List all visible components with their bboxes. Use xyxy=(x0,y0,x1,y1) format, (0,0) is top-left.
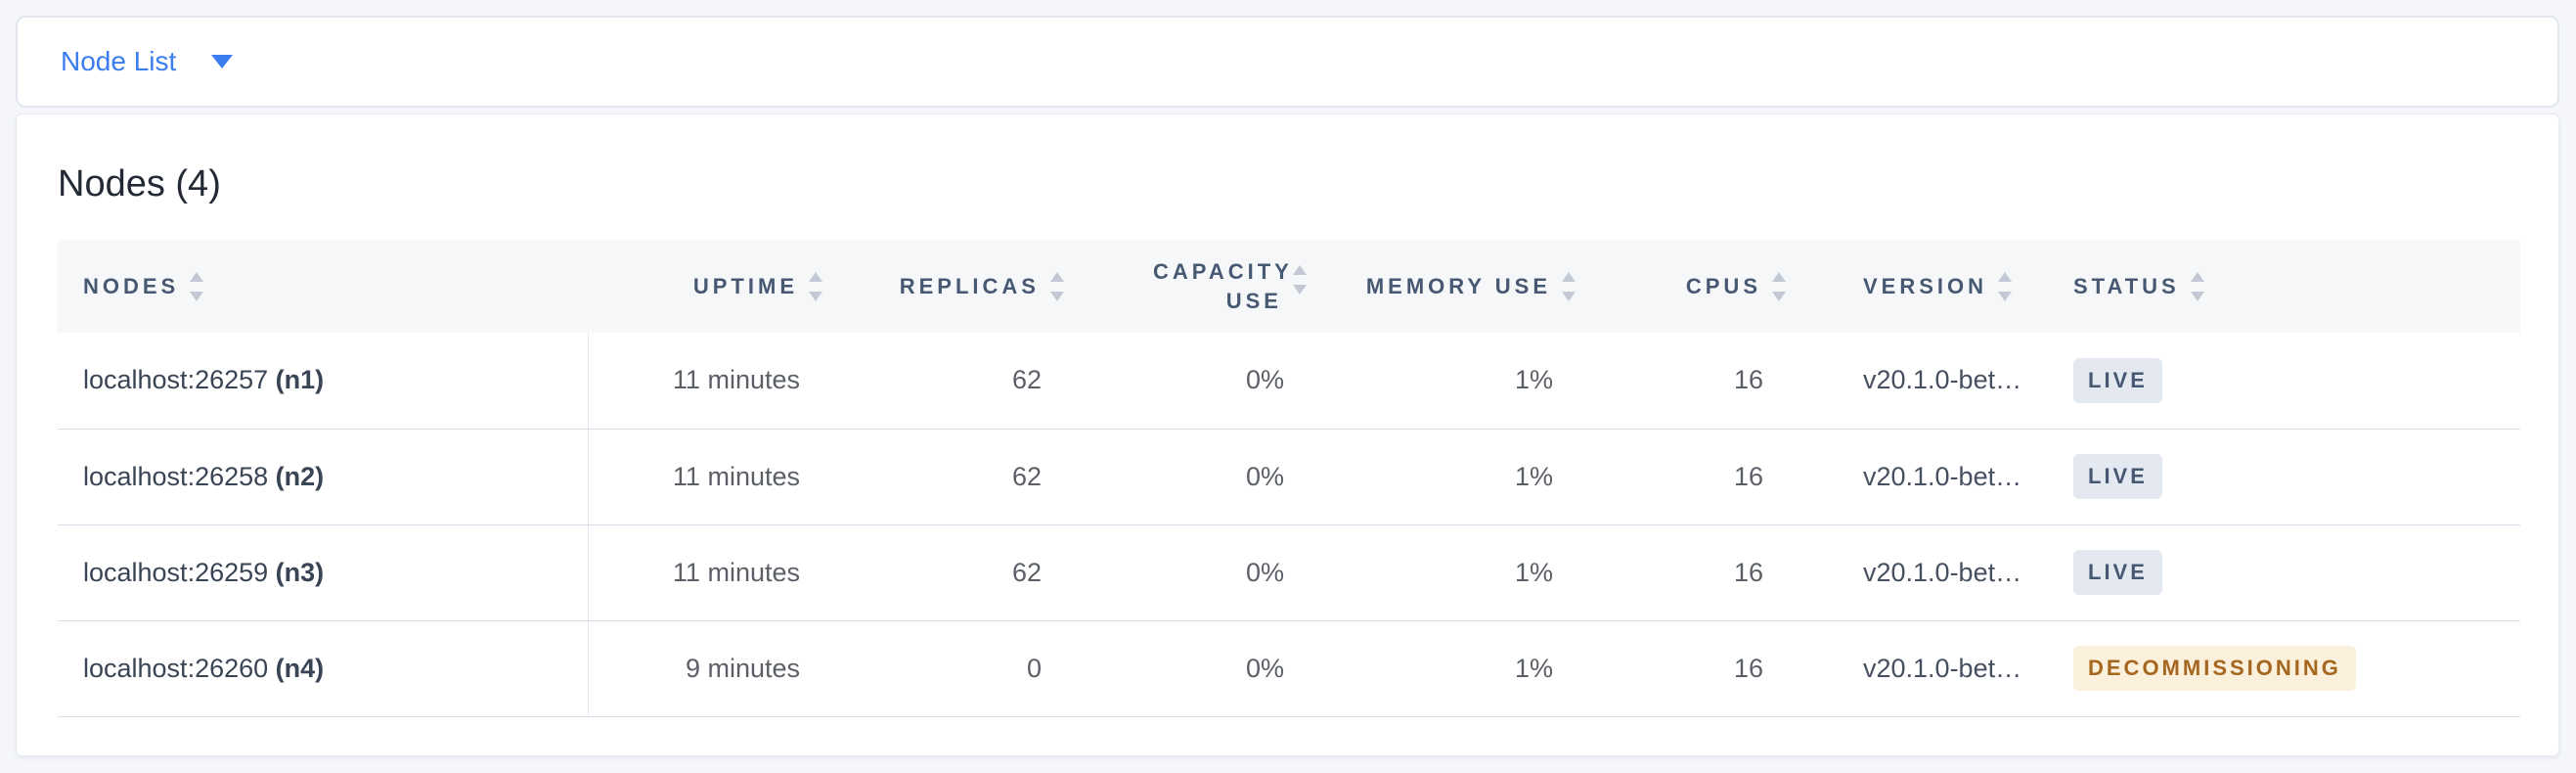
node-list-dropdown[interactable]: Node List xyxy=(61,46,234,76)
status-badge: LIVE xyxy=(2073,357,2162,403)
sort-icon xyxy=(1562,271,1576,301)
cell-version: v20.1.0-bet… xyxy=(1818,333,2048,430)
cell-memory-use: 1% xyxy=(1339,524,1608,621)
sort-icon xyxy=(2190,271,2204,301)
page-title: Nodes (4) xyxy=(58,163,221,205)
column-header-cpus[interactable]: CPUS xyxy=(1608,240,1818,333)
cell-memory-use: 1% xyxy=(1339,429,1608,525)
cell-version: v20.1.0-bet… xyxy=(1818,524,2048,621)
table-header-row: NODES UPTIME REPLICAS xyxy=(58,240,2520,333)
cell-status: LIVE xyxy=(2048,333,2520,430)
cell-status: LIVE xyxy=(2048,429,2520,525)
cell-cpus: 16 xyxy=(1608,620,1818,717)
table-row: localhost:26259 (n3) 11 minutes 62 0% 1%… xyxy=(58,524,2520,621)
cell-cpus: 16 xyxy=(1608,429,1818,525)
cell-node-address: localhost:26258 (n2) xyxy=(58,429,589,525)
cell-replicas: 62 xyxy=(855,524,1096,621)
column-header-memory-use[interactable]: MEMORY USE xyxy=(1339,240,1608,333)
column-header-status[interactable]: STATUS xyxy=(2048,240,2520,333)
cell-replicas: 62 xyxy=(855,429,1096,525)
status-badge: LIVE xyxy=(2073,550,2162,595)
cell-version: v20.1.0-bet… xyxy=(1818,620,2048,717)
cell-version: v20.1.0-bet… xyxy=(1818,429,2048,525)
cell-uptime: 11 minutes xyxy=(588,333,855,430)
cell-replicas: 0 xyxy=(855,620,1096,717)
cell-cpus: 16 xyxy=(1608,333,1818,430)
table-row: localhost:26260 (n4) 9 minutes 0 0% 1% 1… xyxy=(58,620,2520,717)
cell-node-address: localhost:26257 (n1) xyxy=(58,333,589,430)
sort-icon xyxy=(809,271,822,301)
cell-memory-use: 1% xyxy=(1339,333,1608,430)
cell-capacity-use: 0% xyxy=(1096,429,1339,525)
node-id: (n1) xyxy=(275,365,325,395)
cell-uptime: 9 minutes xyxy=(588,620,855,717)
table-row: localhost:26258 (n2) 11 minutes 62 0% 1%… xyxy=(58,429,2520,525)
node-id: (n4) xyxy=(275,653,325,683)
cell-replicas: 62 xyxy=(855,333,1096,430)
sort-icon xyxy=(1998,271,2013,301)
column-header-version[interactable]: VERSION xyxy=(1818,240,2048,333)
sort-icon xyxy=(1293,265,1307,295)
sort-icon xyxy=(1050,271,1064,301)
nodes-card: Nodes (4) NODES UPTIME xyxy=(16,114,2559,756)
cell-capacity-use: 0% xyxy=(1096,524,1339,621)
cell-memory-use: 1% xyxy=(1339,620,1608,717)
table-row: localhost:26257 (n1) 11 minutes 62 0% 1%… xyxy=(58,333,2520,430)
view-selector-bar: Node List xyxy=(16,16,2559,108)
cell-capacity-use: 0% xyxy=(1096,333,1339,430)
cell-uptime: 11 minutes xyxy=(588,524,855,621)
cell-status: LIVE xyxy=(2048,524,2520,621)
nodes-table: NODES UPTIME REPLICAS xyxy=(58,240,2520,717)
node-id: (n2) xyxy=(275,461,325,491)
sort-icon xyxy=(190,271,204,301)
sort-icon xyxy=(1772,271,1786,301)
cell-cpus: 16 xyxy=(1608,524,1818,621)
node-list-dropdown-label: Node List xyxy=(61,46,177,76)
column-header-replicas[interactable]: REPLICAS xyxy=(855,240,1096,333)
chevron-down-icon xyxy=(211,55,234,68)
column-header-capacity-use[interactable]: CAPACITY USE xyxy=(1096,240,1339,333)
cell-node-address: localhost:26259 (n3) xyxy=(58,524,589,621)
cell-capacity-use: 0% xyxy=(1096,620,1339,717)
column-header-uptime[interactable]: UPTIME xyxy=(588,240,855,333)
cell-uptime: 11 minutes xyxy=(588,429,855,525)
node-id: (n3) xyxy=(275,557,325,587)
column-header-nodes[interactable]: NODES xyxy=(58,240,588,333)
status-badge: LIVE xyxy=(2073,454,2162,499)
status-badge: DECOMMISSIONING xyxy=(2073,646,2356,691)
cell-node-address: localhost:26260 (n4) xyxy=(58,620,589,717)
cell-status: DECOMMISSIONING xyxy=(2048,620,2520,717)
